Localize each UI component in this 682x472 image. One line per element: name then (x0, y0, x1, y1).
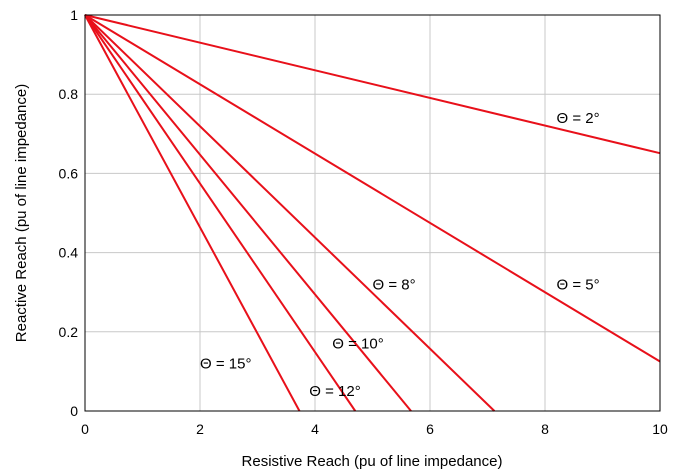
series-label: Θ = 8° (373, 276, 416, 293)
plot-background (85, 15, 660, 411)
x-tick-label: 4 (311, 421, 319, 437)
series-line (84, 14, 301, 412)
series-label: Θ = 12° (309, 383, 360, 400)
y-tick-label: 1 (70, 7, 78, 23)
x-axis-label: Resistive Reach (pu of line impedance) (242, 453, 503, 470)
x-tick-label: 6 (426, 421, 434, 437)
series-label: Θ = 15° (200, 355, 251, 372)
series-line (84, 14, 412, 412)
y-tick-labels: 0 0.2 0.4 0.6 0.8 1 (59, 7, 79, 419)
y-axis-label: Reactive Reach (pu of line impedance) (13, 84, 30, 342)
series-line (84, 14, 661, 155)
grid (85, 15, 660, 411)
plot-frame (84, 14, 661, 412)
y-tick-label: 0 (70, 403, 78, 419)
series-label: Θ = 2° (557, 110, 600, 127)
y-tick-label: 0.6 (59, 165, 79, 181)
series-line (84, 14, 357, 412)
y-tick-label: 0.4 (59, 245, 79, 261)
series-line (84, 14, 661, 363)
series-line (84, 14, 496, 412)
y-tick-label: 0.8 (59, 86, 79, 102)
x-tick-label: 8 (541, 421, 549, 437)
x-tick-label: 2 (196, 421, 204, 437)
series-lines (84, 14, 661, 412)
x-tick-label: 0 (81, 421, 89, 437)
y-tick-label: 0.2 (59, 324, 79, 340)
series-label: Θ = 10° (332, 336, 383, 353)
series-label: Θ = 5° (557, 276, 600, 293)
series-labels: Θ = 2° Θ = 5° Θ = 8° Θ = 10° Θ = 12° Θ = 15° (200, 110, 600, 400)
x-tick-labels: 0 2 4 6 8 10 (81, 421, 668, 437)
x-tick-label: 10 (652, 421, 668, 437)
